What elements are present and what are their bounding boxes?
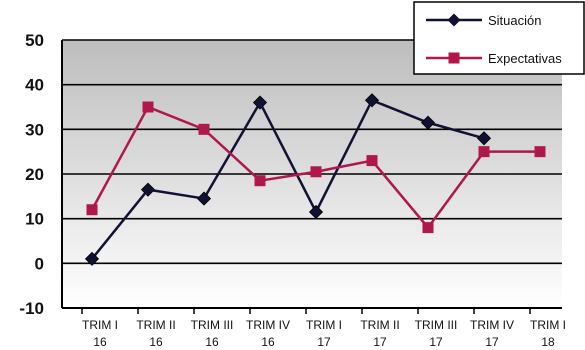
x-tick-label-year: 17	[373, 335, 387, 349]
x-tick-label-period: TRIM III	[415, 318, 458, 332]
x-tick-label-year: 18	[541, 335, 555, 349]
x-tick-label-period: TRIM II	[360, 318, 399, 332]
x-tick-label-year: 16	[149, 335, 163, 349]
point-situacion	[420, 115, 436, 130]
point-situacion	[476, 131, 492, 146]
x-tick-label-period: TRIM IV	[470, 318, 514, 332]
point-expectativas	[254, 175, 266, 187]
legend-label: Expectativas	[488, 51, 562, 66]
y-tick-label: 50	[25, 31, 44, 50]
point-situacion	[140, 182, 156, 197]
legend-marker-square	[448, 52, 460, 64]
y-tick-label: 40	[25, 76, 44, 95]
x-tick-label: TRIM I 18	[530, 318, 566, 349]
x-tick-label: TRIM II 17	[360, 318, 399, 349]
point-situacion	[252, 95, 268, 110]
y-tick-label: 30	[25, 120, 44, 139]
x-tick-label-period: TRIM I	[306, 318, 342, 332]
x-tick-label-period: TRIM IV	[246, 318, 290, 332]
point-situacion	[364, 93, 380, 108]
point-expectativas	[366, 155, 378, 167]
point-expectativas	[478, 146, 490, 158]
legend-label: Situación	[488, 13, 541, 28]
x-tick-label: TRIM III 16	[191, 318, 234, 349]
y-tick-label: 20	[25, 165, 44, 184]
point-situacion	[308, 204, 324, 220]
x-tick-label: TRIM I 17	[306, 318, 342, 349]
point-situacion	[84, 251, 100, 266]
x-tick-label-period: TRIM II	[136, 318, 175, 332]
point-expectativas	[86, 204, 98, 216]
point-expectativas	[142, 101, 154, 113]
point-expectativas	[310, 166, 322, 178]
legend-box	[413, 1, 585, 75]
x-tick-label-period: TRIM I	[530, 318, 566, 332]
series-line-situacion	[91, 98, 485, 260]
y-tick-label: 0	[35, 254, 44, 273]
point-expectativas	[534, 146, 546, 158]
y-tick-label: -10	[19, 299, 44, 318]
series-markers	[84, 93, 546, 266]
x-tick-label-year: 16	[205, 335, 219, 349]
x-tick-label: TRIM III 17	[415, 318, 458, 349]
x-tick-label: TRIM IV 16	[246, 318, 290, 349]
x-tick-label-year: 17	[317, 335, 331, 349]
x-tick-label-period: TRIM I	[82, 318, 118, 332]
y-axis-tick-labels: -10 0 10 20 30 40 50	[19, 31, 44, 318]
x-tick-label-year: 17	[485, 335, 499, 349]
x-tick-label-year: 16	[261, 335, 275, 349]
x-tick-label-year: 16	[93, 335, 107, 349]
point-expectativas	[198, 123, 210, 135]
legend-marker-diamond	[447, 13, 461, 27]
x-tick-label-year: 17	[429, 335, 443, 349]
legend: Situación Expectativas	[413, 1, 585, 75]
x-tick-label: TRIM IV 17	[470, 318, 514, 349]
x-tick-label: TRIM I 16	[82, 318, 118, 349]
point-expectativas	[422, 222, 434, 234]
x-tick-label: TRIM II 16	[136, 318, 175, 349]
y-tick-label: 10	[25, 210, 44, 229]
x-tick-label-period: TRIM III	[191, 318, 234, 332]
point-situacion	[196, 191, 212, 206]
